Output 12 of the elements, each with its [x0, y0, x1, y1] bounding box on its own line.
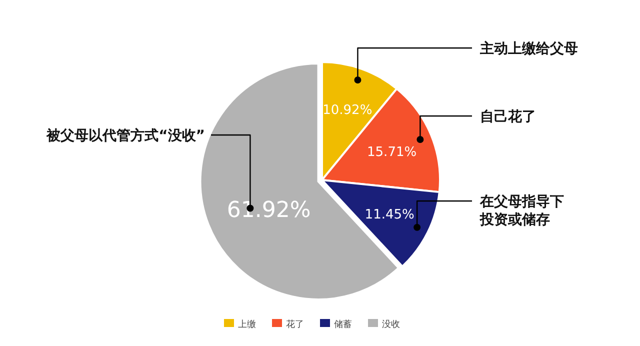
legend-label: 没收	[382, 319, 400, 330]
legend-label: 上缴	[238, 319, 256, 330]
text: 在父母指导下投资或储存	[479, 194, 564, 228]
data-label: 15.71%	[367, 145, 417, 160]
data-label: 11.45%	[364, 208, 414, 223]
legend-label: 储蓄	[334, 319, 352, 330]
legend-label: 花了	[286, 319, 304, 330]
text: 主动上缴给父母	[479, 40, 578, 57]
data-label: 61.92%	[226, 198, 311, 223]
text: 自己花了	[480, 109, 536, 125]
data-label: 10.92%	[322, 102, 372, 118]
text: 被父母以代管方式“没收”	[46, 127, 205, 144]
